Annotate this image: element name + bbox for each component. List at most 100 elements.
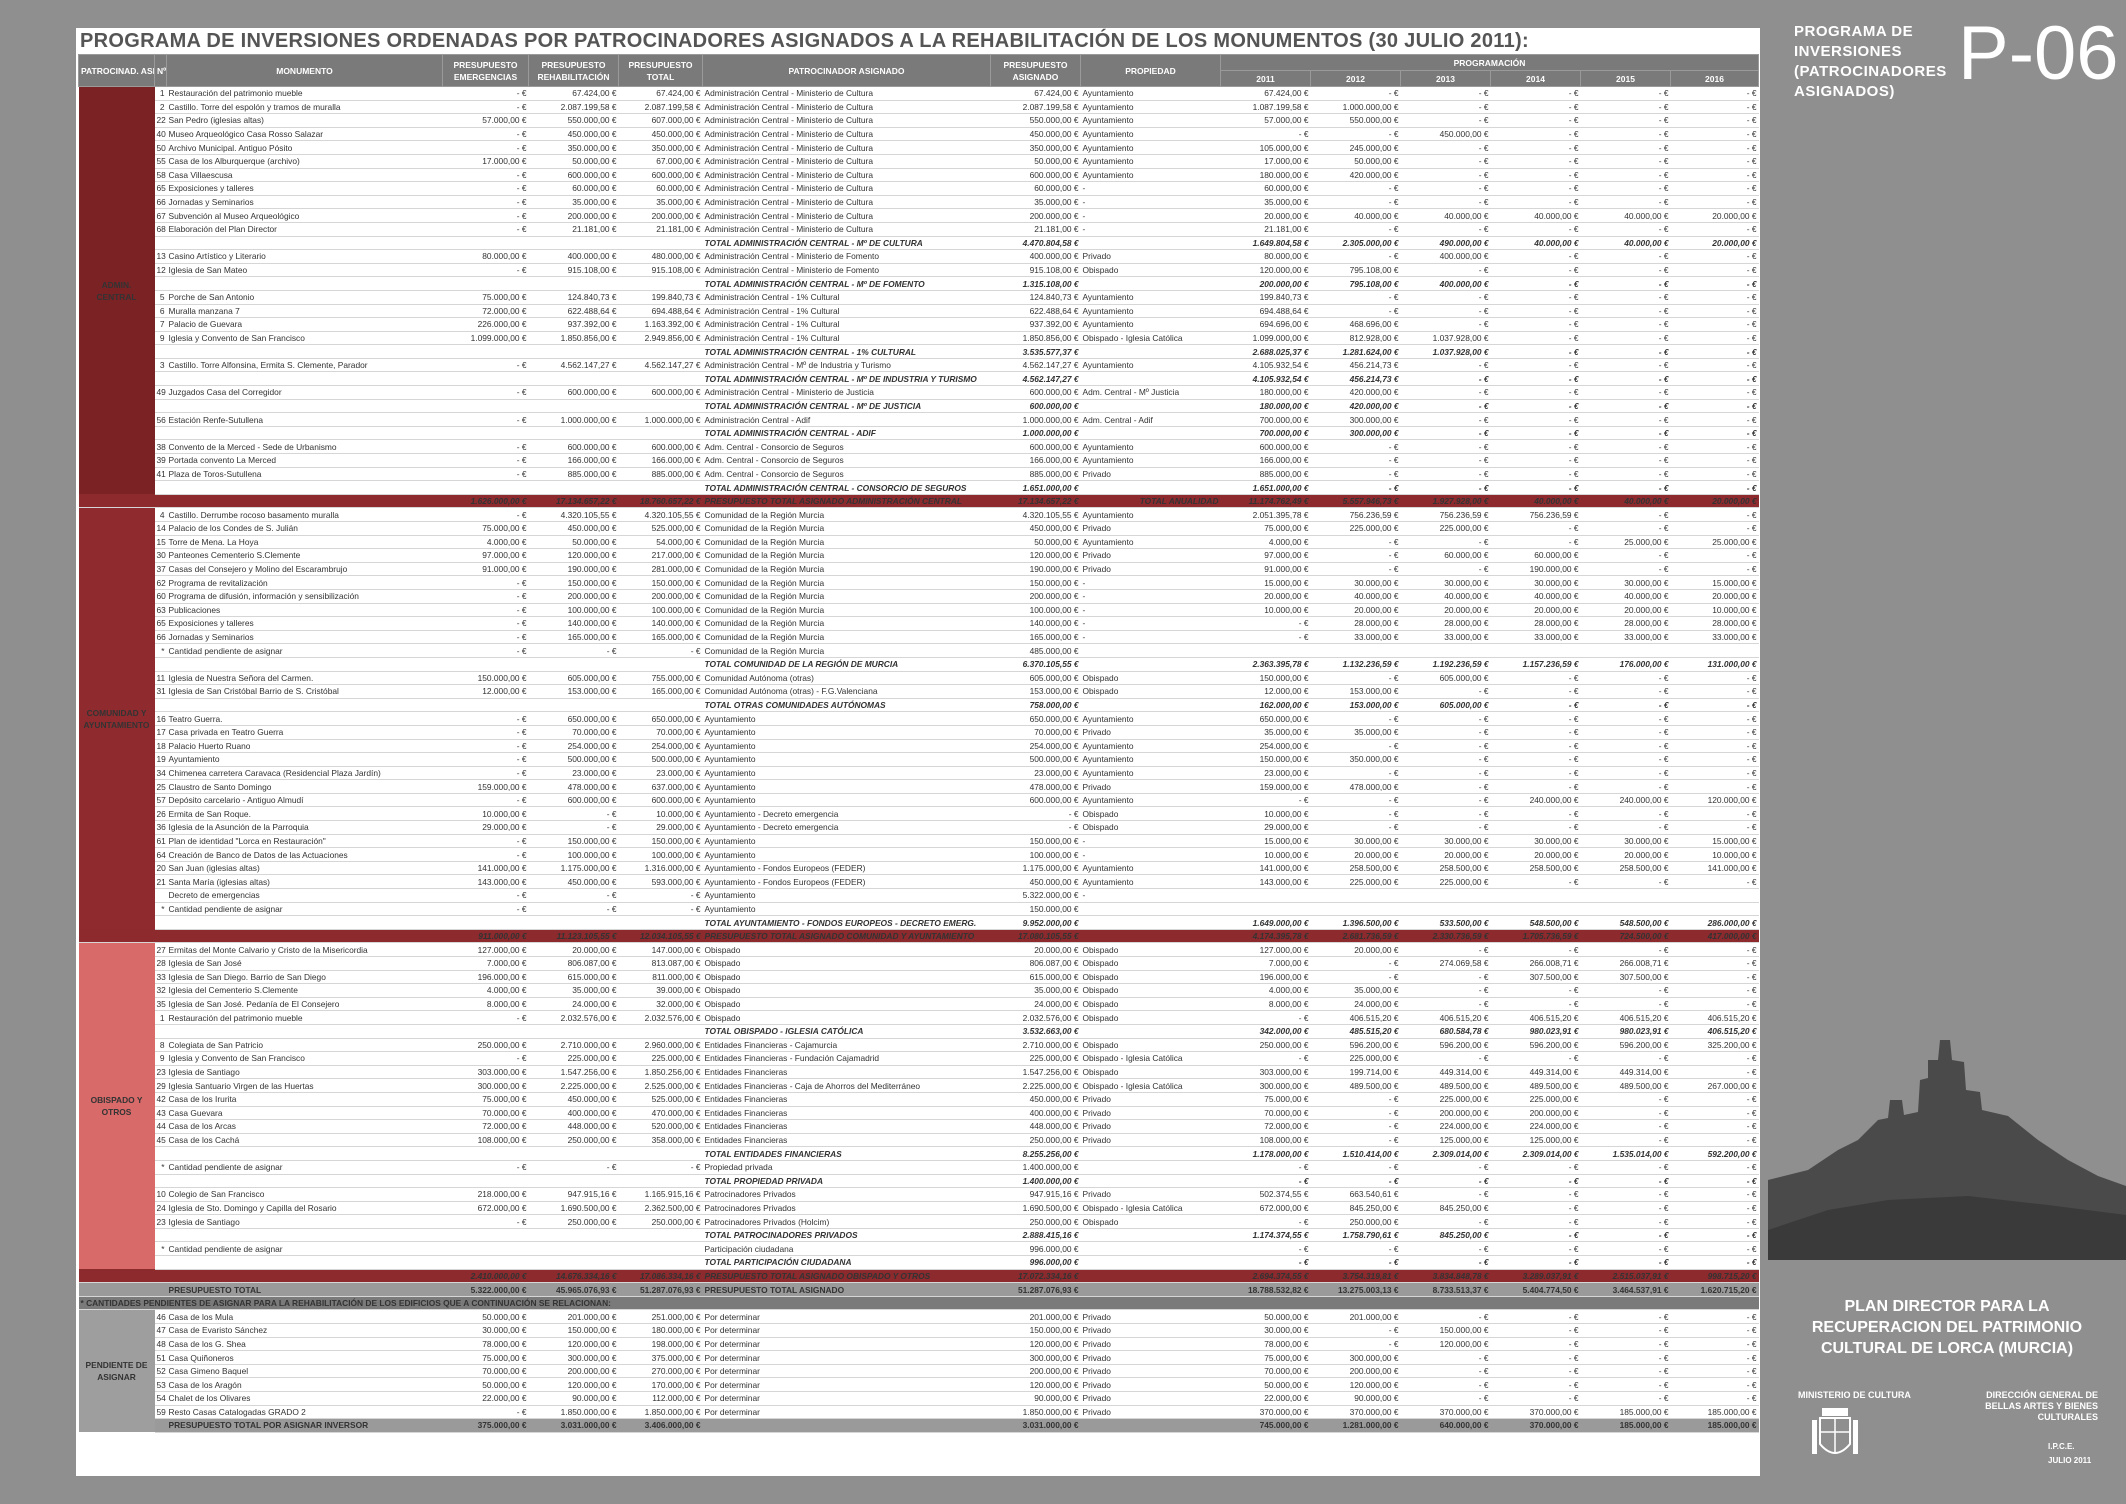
year-value: - € [1580, 725, 1671, 740]
year-value: 650.000,00 € [1220, 711, 1311, 726]
year-value: - € [1310, 1255, 1401, 1270]
table-row: 35 Iglesia de San José. Pedanía de El Con… [79, 997, 1759, 1012]
year-value: 15.000,00 € [1220, 575, 1311, 590]
year-value: 23.000,00 € [1220, 766, 1311, 781]
year-value: 30.000,00 € [1490, 834, 1581, 849]
monument-name: Castillo. Torre Alfonsina, Ermita S. Cle… [166, 358, 443, 373]
monument-name: Palacio de los Condes de S. Julián [166, 521, 443, 536]
emergency-budget [442, 1241, 529, 1257]
ownership: Privado [1080, 1377, 1221, 1392]
total-budget: 70.000,00 € [618, 725, 703, 740]
sponsor: Por determinar [702, 1309, 991, 1325]
sponsor: Administración Central - Ministerio de C… [702, 154, 991, 169]
sponsor: Ayuntamiento [702, 752, 991, 767]
ownership: Privado [1080, 1092, 1221, 1107]
monument-number: 52 [154, 1364, 167, 1379]
table-row: 17 Casa privada en Teatro Guerra - €70.000… [79, 725, 1759, 740]
year-value: - € [1310, 1119, 1401, 1134]
monument-number: 34 [154, 766, 167, 781]
assigned-budget: 3.031.000,00 € [990, 1418, 1081, 1433]
year-value: 15.000,00 € [1220, 834, 1311, 849]
table-cell [618, 915, 703, 930]
total-budget: - € [618, 1160, 703, 1175]
sponsor: Patrocinadores Privados (Holcim) [702, 1214, 991, 1229]
sponsor: Participación ciudadana [702, 1241, 991, 1257]
assigned-budget: 100.000,00 € [990, 603, 1081, 618]
table-cell [442, 1024, 529, 1039]
table-row: PENDIENTE DE ASIGNAR 46 Casa de los Mula 50… [78, 1309, 1759, 1433]
table-row: 42 Casa de los Irurita 75.000,00 €450.000,… [79, 1092, 1759, 1107]
year-value: - € [1670, 263, 1759, 278]
year-value: - € [1310, 181, 1401, 196]
monument-name: Teatro Guerra. [166, 711, 443, 726]
monument-name: Chimenea carretera Caravaca (Residencial… [166, 766, 443, 781]
year-value: 28.000,00 € [1490, 616, 1581, 631]
year-value [1490, 888, 1581, 903]
year-value: - € [1580, 820, 1671, 835]
emergency-budget: - € [442, 847, 529, 862]
year-value: - € [1670, 1391, 1759, 1406]
table-row: * Cantidad pendiente de asignar - € - € - € A… [79, 902, 1759, 917]
monument-name: Cantidad pendiente de asignar [166, 902, 443, 917]
year-value: 406.515,20 € [1490, 1010, 1581, 1025]
emergency-budget: 303.000,00 € [442, 1065, 529, 1080]
total-budget: 470.000,00 € [618, 1106, 703, 1121]
monument-name: Ermitas del Monte Calvario y Cristo de l… [166, 942, 443, 957]
subtotal-label: TOTAL ADMINISTRACIÓN CENTRAL - Mº DE FOM… [702, 276, 991, 291]
ownership: Obispado [1080, 983, 1221, 998]
monument-number: 26 [154, 806, 167, 822]
table-cell [1080, 399, 1221, 414]
assigned-budget: 485.000,00 € [990, 643, 1081, 658]
subtotal-value: 1.315.108,00 € [990, 276, 1081, 291]
year-value: 28.000,00 € [1580, 616, 1671, 631]
year-value: - € [1670, 1201, 1759, 1216]
table-cell [154, 1269, 167, 1284]
table-row: 23 Iglesia de Santiago 303.000,00 €1.547.2… [79, 1065, 1759, 1080]
total-budget: 450.000,00 € [618, 127, 703, 142]
year-value: 70.000,00 € [1220, 1364, 1311, 1379]
year-value: - € [1580, 276, 1671, 291]
rehab-budget: 190.000,00 € [528, 562, 619, 577]
table-cell [528, 698, 619, 713]
emergency-budget: - € [442, 643, 529, 658]
emergency-budget: 17.000,00 € [442, 154, 529, 169]
ownership: Privado [1080, 1350, 1221, 1365]
year-value: 40.000,00 € [1310, 208, 1401, 223]
emergency-budget: 75.000,00 € [442, 521, 529, 536]
subtotal-row: TOTAL AYUNTAMIENTO - FONDOS EUROPEOS - D… [79, 915, 1759, 930]
year-value: - € [1580, 140, 1671, 155]
emergency-budget: - € [442, 630, 529, 645]
assigned-budget: 622.488,64 € [990, 304, 1081, 319]
year-value: - € [1670, 766, 1759, 781]
table-row: 30 Panteones Cementerio S.Clemente 97.000,… [79, 548, 1759, 563]
year-value: - € [1220, 793, 1311, 808]
year-value: 2.515.037,91 € [1580, 1269, 1671, 1284]
subtotal-row: TOTAL ADMINISTRACIÓN CENTRAL - ADIF 1.000… [79, 426, 1759, 441]
monument-name: Casa de los Alburquerque (archivo) [166, 154, 443, 169]
year-value: - € [1580, 453, 1671, 468]
table-row: 33 Iglesia de San Diego. Barrio de San Di… [79, 970, 1759, 985]
year-value: - € [1670, 779, 1759, 794]
subtotal-value: 2.888.415,16 € [990, 1228, 1081, 1243]
year-value: 10.000,00 € [1220, 847, 1311, 862]
year-value: 795.108,00 € [1310, 276, 1401, 291]
year-value: - € [1400, 467, 1491, 482]
assigned-budget: 120.000,00 € [990, 548, 1081, 563]
table-cell [528, 276, 619, 291]
year-value: - € [1310, 548, 1401, 563]
total-budget: 1.165.915,16 € [618, 1187, 703, 1202]
year-value: 225.000,00 € [1310, 874, 1401, 890]
year-value: 2.694.374,55 € [1220, 1269, 1311, 1284]
year-value: 456.214,73 € [1310, 371, 1401, 387]
monument-name: Iglesia de Santiago [166, 1065, 443, 1080]
year-value: 250.000,00 € [1220, 1038, 1311, 1053]
table-cell [1080, 1024, 1221, 1039]
year-value: - € [1400, 684, 1491, 699]
table-cell [528, 1228, 619, 1243]
year-value: - € [1490, 684, 1581, 699]
year-value: 596.200,00 € [1310, 1038, 1401, 1053]
assigned-budget: 450.000,00 € [990, 521, 1081, 536]
monument-number: 49 [154, 385, 167, 400]
assigned-budget: 996.000,00 € [990, 1241, 1081, 1257]
rehab-budget: 24.000,00 € [528, 997, 619, 1012]
